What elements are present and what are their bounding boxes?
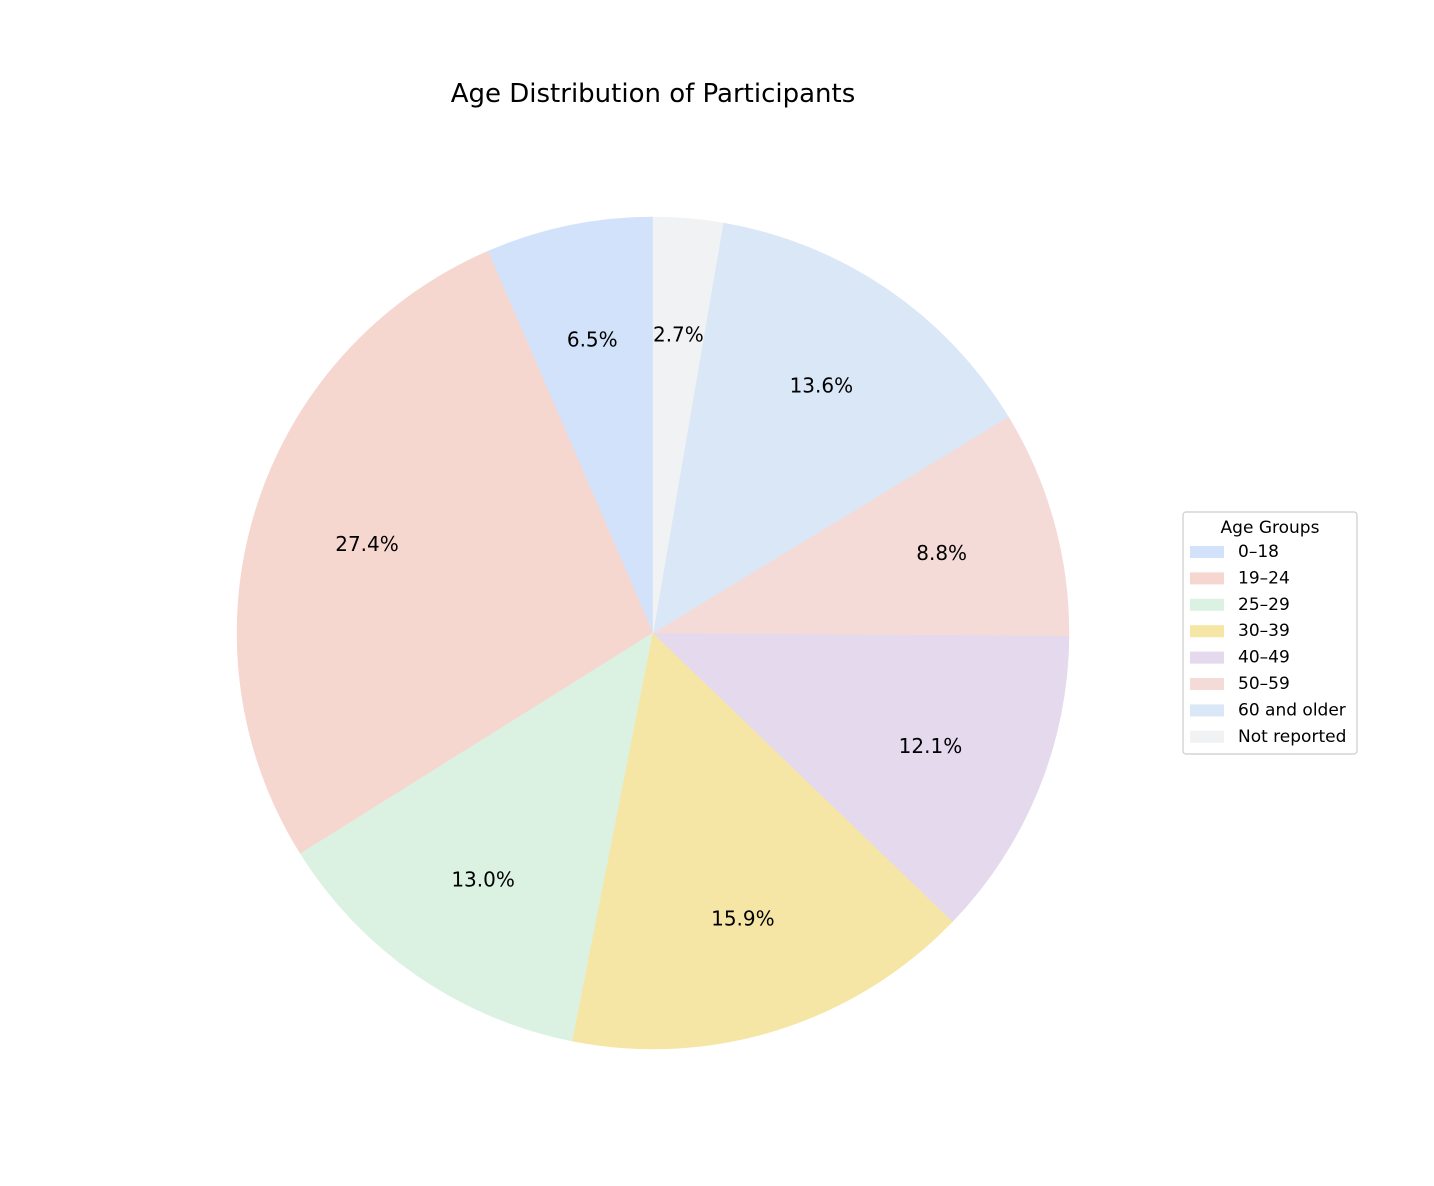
legend-items: 0–18 19–24 25–29 30–39 40–49 50–59 60 and olde…	[1190, 542, 1346, 747]
pie-slices	[236, 216, 1070, 1050]
legend-label-not-reported: Not reported	[1238, 727, 1346, 747]
legend-title: Age Groups	[1221, 518, 1320, 538]
pie-slice-0-18	[487, 216, 654, 634]
pie-slice-40-49	[652, 632, 1070, 922]
pie-slice-50-59	[652, 416, 1070, 636]
pie-label-19-24: 27.4%	[335, 532, 399, 556]
legend-label-25-29: 25–29	[1238, 595, 1290, 615]
legend-label-30-39: 30–39	[1238, 621, 1290, 641]
legend-swatch-40-49	[1190, 651, 1224, 664]
legend-swatch-60-and-older	[1190, 704, 1224, 717]
legend-swatch-50-59	[1190, 678, 1224, 690]
legend: Age Groups 0–18 19–24 25–29 30–39 40–49 50–59…	[1182, 511, 1358, 755]
legend-label-60-and-older: 60 and older	[1238, 700, 1346, 720]
pie-slice-30-39	[572, 632, 954, 1050]
pie-slice-not-reported	[652, 216, 724, 634]
pie-label-0-18: 6.5%	[567, 328, 618, 352]
legend-swatch-25-29	[1190, 598, 1224, 611]
pie-label-50-59: 8.8%	[916, 541, 967, 565]
legend-swatch-0-18	[1190, 546, 1224, 558]
pie-label-30-39: 15.9%	[711, 907, 775, 931]
legend-swatch-not-reported	[1190, 730, 1224, 743]
pie-label-not-reported: 2.7%	[653, 323, 704, 347]
pie-slice-19-24	[236, 250, 654, 855]
pie-label-25-29: 13.0%	[451, 868, 515, 892]
legend-label-19-24: 19–24	[1238, 568, 1290, 588]
chart-title: Age Distribution of Participants	[451, 79, 856, 109]
pie-percentage-labels: 6.5% 27.4% 13.0% 15.9% 12.1% 8.8% 13.6% 2.7%	[335, 323, 967, 931]
legend-swatch-30-39	[1190, 625, 1224, 638]
legend-swatch-19-24	[1190, 572, 1224, 585]
pie-label-40-49: 12.1%	[899, 734, 963, 758]
pie-label-60-and-older: 13.6%	[790, 373, 854, 397]
pie-slice-60-and-older	[652, 222, 1009, 634]
legend-label-0-18: 0–18	[1238, 542, 1279, 562]
legend-label-50-59: 50–59	[1238, 674, 1290, 694]
legend-frame	[1182, 511, 1358, 755]
legend-label-40-49: 40–49	[1238, 648, 1290, 668]
pie-slice-25-29	[300, 632, 654, 1042]
